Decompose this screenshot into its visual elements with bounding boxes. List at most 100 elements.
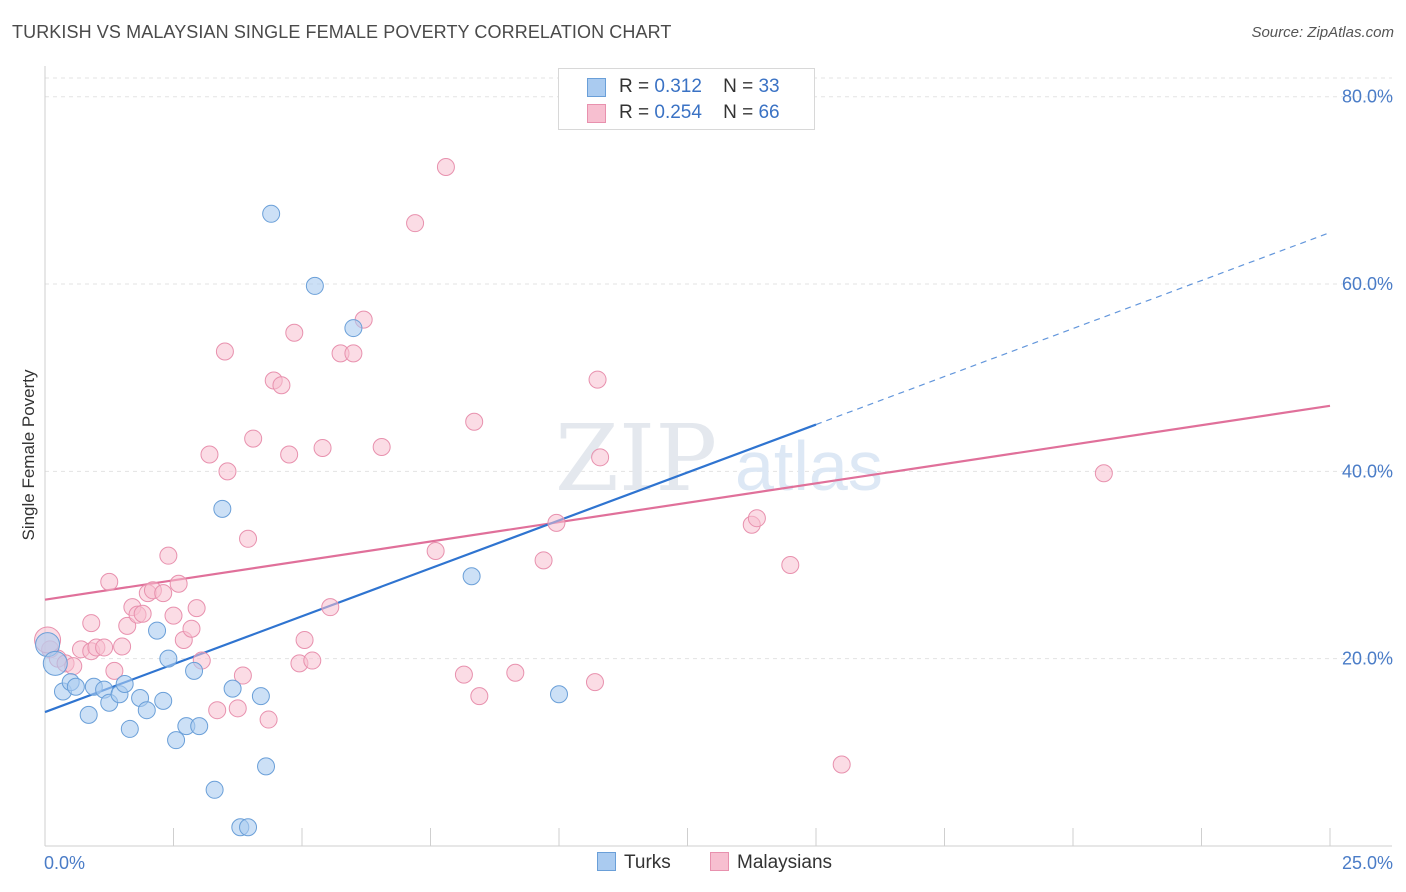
malaysians-point (239, 529, 258, 548)
turks-point (66, 677, 85, 696)
turks-n-value: 33 (758, 76, 780, 97)
malaysians-point (547, 513, 566, 532)
bottom-legend-turks: Turks (597, 852, 671, 874)
malaysians-point (182, 619, 201, 638)
malaysians-point (100, 572, 119, 591)
bottom-turks-label: Turks (624, 852, 671, 873)
malaysians-point (406, 214, 425, 233)
source-credit: Source: ZipAtlas.com (1251, 24, 1394, 41)
malaysians-point (272, 376, 291, 395)
turks-swatch (587, 78, 606, 97)
malaysians-point (585, 673, 604, 692)
turks-point (79, 705, 98, 724)
malaysians-point (95, 638, 114, 657)
malaysians-point (1094, 464, 1113, 483)
turks-r-label: R = (619, 76, 650, 97)
malaysians-swatch (587, 104, 606, 123)
turks-point (120, 719, 139, 738)
malaysians-point (285, 323, 304, 342)
axes-layer (44, 66, 1392, 847)
turks-point (154, 691, 173, 710)
malaysians-point (313, 438, 332, 457)
turks-point (251, 687, 270, 706)
malaysians-r-value: 0.254 (654, 102, 702, 123)
malaysians-point (534, 551, 553, 570)
malaysians-point (470, 687, 489, 706)
malaysians-point (832, 755, 851, 774)
turks-points (35, 204, 568, 837)
malaysians-point (465, 412, 484, 431)
chart-title: TURKISH VS MALAYSIAN SINGLE FEMALE POVER… (12, 22, 672, 42)
malaysians-r-label: R = (619, 102, 650, 123)
turks-point (42, 650, 68, 676)
malaysians-point (588, 370, 607, 389)
malaysians-point (280, 445, 299, 464)
turks-point (213, 499, 232, 518)
malaysians-point (154, 584, 173, 603)
malaysians-point (233, 666, 252, 685)
turks-point (462, 567, 481, 586)
turks-trend-line (44, 423, 817, 714)
turks-point (257, 757, 276, 776)
malaysians-point (506, 663, 525, 682)
malaysians-point (303, 651, 322, 670)
malaysians-point (344, 344, 363, 363)
turks-point (344, 319, 363, 338)
legend-malaysians-text: R = 0.254 N = 66 (619, 102, 780, 124)
tick-labels: 20.0% 40.0% 60.0% 80.0% 0.0% 25.0% (44, 87, 1393, 873)
turks-point (550, 685, 568, 704)
y-axis-title: Single Female Poverty (19, 369, 38, 541)
malaysians-point (215, 342, 234, 361)
malaysians-point (747, 509, 766, 528)
malaysians-point (159, 546, 178, 565)
malaysians-point (133, 604, 152, 623)
turks-point (239, 818, 258, 837)
malaysians-point (426, 541, 445, 560)
malaysians-point (118, 616, 137, 635)
malaysians-point (591, 448, 610, 467)
malaysians-point (164, 606, 183, 625)
turks-point (185, 661, 204, 680)
turks-point (262, 204, 281, 223)
x-tick-label-max: 25.0% (1342, 853, 1393, 873)
trend-layer (44, 231, 1331, 714)
malaysians-point (244, 429, 263, 448)
malaysians-point (228, 699, 247, 718)
y-tick-label-2: 60.0% (1342, 274, 1393, 294)
bottom-turks-swatch (597, 852, 616, 871)
turks-point (305, 276, 324, 295)
malaysians-n-label: N = (723, 102, 754, 123)
bottom-malaysians-label: Malaysians (737, 852, 833, 873)
malaysians-point (436, 157, 455, 176)
turks-point (190, 717, 209, 736)
grid-layer (45, 77, 1392, 660)
turks-point (205, 780, 224, 799)
malaysians-point (321, 598, 340, 617)
malaysians-point (187, 599, 206, 618)
y-tick-label-3: 80.0% (1342, 87, 1393, 107)
turks-n-label: N = (723, 76, 754, 97)
malaysians-point (105, 661, 124, 680)
turks-point (167, 731, 186, 750)
turks-point (223, 679, 242, 698)
turks-point (137, 701, 156, 720)
turks-point (159, 649, 178, 668)
turks-point (115, 674, 134, 693)
turks-point (148, 621, 167, 640)
bottom-legend-malaysians: Malaysians (710, 852, 832, 874)
bottom-malaysians-swatch (710, 852, 729, 871)
malaysians-point (82, 614, 101, 633)
malaysians-point (781, 556, 800, 575)
turks-trend-extension (815, 231, 1331, 426)
watermark: ZIP atlas (555, 405, 883, 512)
malaysians-trend-line (44, 404, 1331, 601)
malaysians-point (113, 637, 132, 656)
legend-turks-text: R = 0.312 N = 33 (619, 76, 780, 98)
malaysians-point (372, 438, 391, 457)
malaysians-point (200, 445, 219, 464)
malaysians-point (295, 630, 314, 649)
y-tick-label-1: 40.0% (1342, 461, 1393, 481)
malaysians-point (454, 665, 473, 684)
malaysians-point (259, 710, 278, 729)
